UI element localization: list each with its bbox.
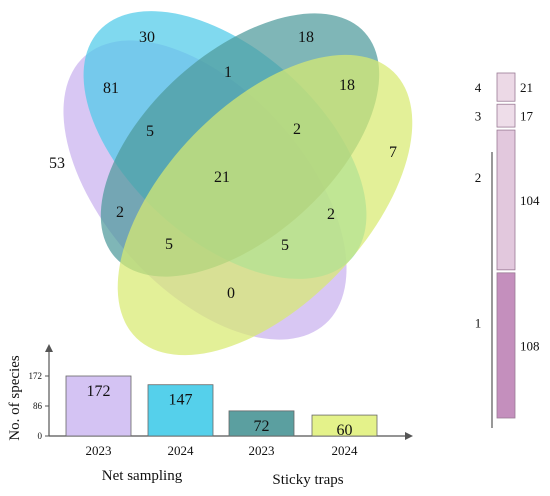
bar-value-label: 172 (87, 383, 111, 400)
venn-region-value: 18 (298, 29, 314, 46)
venn-region-value: 18 (339, 77, 355, 94)
venn-region-value: 1 (224, 64, 232, 81)
y-axis-label: No. of species (7, 355, 23, 441)
x-tick-label: 2023 (249, 443, 275, 458)
stack-value-label: 104 (520, 193, 540, 208)
venn-set-sticky-traps-2024 (117, 54, 413, 356)
venn-region-value: 2 (293, 121, 301, 138)
bar-value-label: 147 (169, 392, 193, 409)
intersection-stacked-bar: 108 1 104 2 17 3 21 4 (475, 72, 540, 428)
venn-region-value: 53 (49, 155, 65, 172)
venn-region-value: 5 (281, 237, 289, 254)
stack-category-label: 3 (475, 109, 482, 124)
stack-value-label: 17 (520, 109, 534, 124)
venn-diagram: 53 30 18 7 81 1 18 0 5 2 2 2 21 5 5 (49, 11, 413, 356)
venn-region-value: 2 (116, 204, 124, 221)
stack-category-label: 1 (475, 315, 482, 330)
bar (147, 384, 214, 437)
venn-region-value: 7 (389, 144, 397, 161)
venn-region-value: 21 (214, 169, 230, 186)
venn-region-value: 5 (146, 123, 154, 140)
y-axis-arrow (45, 344, 53, 352)
venn-region-value: 30 (139, 29, 155, 46)
x-axis-arrow (405, 432, 413, 440)
group-label: Sticky traps (272, 472, 343, 488)
y-tick-label: 0 (38, 431, 43, 441)
stack-category-label: 2 (475, 170, 482, 185)
stack-segment (496, 272, 516, 419)
venn-region-value: 81 (103, 80, 119, 97)
stack-segment (496, 72, 516, 102)
bar-value-label: 60 (337, 422, 353, 439)
x-tick-label: 2024 (168, 443, 195, 458)
stack-category-label: 4 (475, 80, 482, 95)
stack-value-label: 21 (520, 80, 533, 95)
bar (311, 414, 378, 437)
group-label: Net sampling (102, 468, 183, 484)
venn-region-value: 2 (327, 206, 335, 223)
bar (228, 410, 295, 437)
stack-value-label: 108 (520, 338, 540, 353)
venn-region-value: 0 (227, 285, 235, 302)
bar-value-label: 72 (254, 418, 270, 435)
stack-segment (496, 103, 516, 128)
x-tick-label: 2023 (86, 443, 112, 458)
y-tick-label: 86 (33, 401, 43, 411)
stack-segment (496, 129, 516, 271)
bar (65, 375, 132, 437)
venn-region-value: 5 (165, 236, 173, 253)
species-bar-chart: 0 86 172 No. of species 172 2023 147 2024 72 2023… (7, 344, 413, 488)
y-tick-label: 172 (29, 371, 43, 381)
x-tick-label: 2024 (332, 443, 359, 458)
